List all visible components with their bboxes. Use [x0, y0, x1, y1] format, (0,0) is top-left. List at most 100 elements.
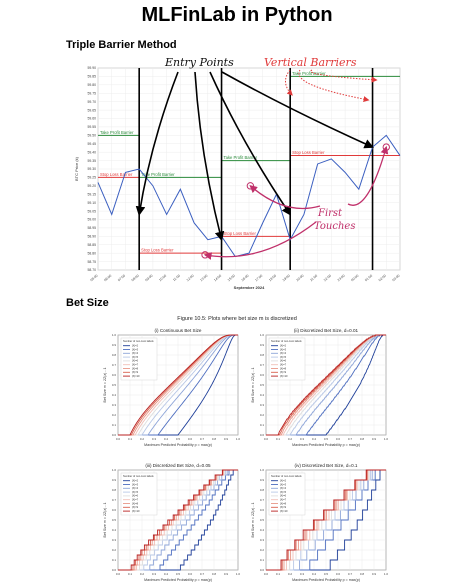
bet-y-tick-label: 0.3 — [260, 538, 265, 542]
bet-x-tick-label: 0.6 — [336, 437, 341, 441]
bet-x-axis-label: Maximum Predicted Probability p = max(p) — [144, 443, 212, 447]
bet-legend-entry: |X|=2 — [132, 479, 139, 483]
y-tick-label: 59.20 — [88, 184, 97, 188]
bet-legend-entry: |X|=8 — [132, 366, 139, 370]
bet-legend-entry: |X|=4 — [280, 486, 287, 490]
first-touches-note-line-1: First — [317, 208, 343, 219]
bet-x-tick-label: 0.4 — [164, 572, 169, 576]
bet-x-tick-label: 0.8 — [360, 437, 365, 441]
bet-legend-entry: |X|=5 — [280, 490, 287, 494]
bet-y-tick-label: 0.8 — [260, 488, 265, 492]
y-tick-label: 58.80 — [88, 251, 97, 255]
bet-x-tick-label: 0.7 — [348, 437, 353, 441]
x-tick-label: 05:00 — [90, 274, 99, 283]
bet-y-tick-label: 0.4 — [112, 528, 117, 532]
y-tick-label: 59.65 — [88, 108, 97, 112]
x-tick-label: 22:00 — [323, 274, 332, 283]
bet-size-curve — [266, 469, 386, 571]
y-tick-label: 58.85 — [88, 243, 97, 247]
bet-y-tick-label: 0.6 — [260, 508, 265, 512]
bet-y-tick-label: 0.1 — [260, 558, 265, 562]
bet-x-tick-label: 0.1 — [276, 572, 281, 576]
y-tick-label: 59.80 — [88, 83, 97, 87]
bet-legend-entry: |X|=3 — [132, 482, 139, 486]
bet-size-curve — [266, 334, 386, 436]
first-touch-arrow — [249, 184, 321, 210]
bet-y-tick-label: 0.9 — [260, 343, 265, 347]
bet-x-tick-label: 0.4 — [312, 572, 317, 576]
stop-loss-barrier-label: Stop Loss Barrier — [292, 150, 325, 155]
bet-legend-entry: |X|=3 — [132, 347, 139, 351]
bet-legend-box — [268, 472, 306, 516]
y-tick-label: 59.15 — [88, 192, 97, 196]
bet-x-tick-label: 1.0 — [236, 572, 241, 576]
x-tick-label: 11:00 — [172, 274, 181, 282]
bet-x-tick-label: 0.4 — [164, 437, 169, 441]
bet-legend-box — [120, 472, 158, 516]
x-tick-label: 23:00 — [337, 274, 346, 283]
bet-legend-entry: |X|=10 — [280, 374, 288, 378]
x-tick-label: 16:00 — [241, 274, 250, 283]
bet-y-tick-label: 0.4 — [112, 393, 117, 397]
y-tick-label: 59.70 — [88, 100, 97, 104]
bet-x-tick-label: 0.8 — [212, 572, 217, 576]
bet-panel-title: (ii) Discretized Bet Size, d=0.01 — [294, 328, 359, 333]
bet-size-curve — [118, 334, 238, 436]
bet-y-tick-label: 0.1 — [260, 423, 265, 427]
bet-x-tick-label: 0.1 — [128, 572, 133, 576]
bet-x-tick-label: 0.3 — [152, 572, 157, 576]
bet-x-tick-label: 0.4 — [312, 437, 317, 441]
bet-x-axis-label: Maximum Predicted Probability p = max(p) — [292, 578, 360, 582]
bet-y-tick-label: 0.5 — [112, 383, 117, 387]
y-tick-label: 59.60 — [88, 117, 97, 121]
bet-y-tick-label: 0.6 — [112, 373, 117, 377]
bet-y-tick-label: 1.0 — [112, 333, 117, 337]
bet-y-tick-label: 0.9 — [260, 478, 265, 482]
bet-y-tick-label: 0.3 — [112, 403, 117, 407]
x-tick-label: 15:00 — [227, 274, 236, 283]
bet-x-axis-label: Maximum Predicted Probability p = max(p) — [292, 443, 360, 447]
bet-y-tick-label: 0.2 — [112, 413, 117, 417]
bet-legend-entry: |X|=5 — [132, 490, 139, 494]
bet-y-tick-label: 0.0 — [112, 568, 117, 572]
bet-y-tick-label: 0.0 — [260, 433, 265, 437]
bet-x-tick-label: 0.0 — [116, 572, 121, 576]
entry-point-arrow — [135, 71, 179, 217]
bet-x-tick-label: 0.7 — [200, 437, 205, 441]
y-tick-label: 58.75 — [88, 260, 97, 264]
x-tick-label: 10:00 — [158, 274, 167, 283]
y-tick-label: 58.95 — [88, 226, 97, 230]
bet-x-tick-label: 0.8 — [360, 572, 365, 576]
bet-y-tick-label: 1.0 — [112, 468, 117, 472]
bet-x-tick-label: 0.9 — [224, 572, 229, 576]
bet-x-tick-label: 1.0 — [236, 437, 241, 441]
x-tick-label: 14:00 — [213, 274, 222, 283]
bet-legend-entry: |X|=8 — [280, 366, 287, 370]
bet-size-curve — [118, 469, 238, 571]
first-touch-arrow — [347, 145, 389, 206]
bet-y-tick-label: 0.2 — [260, 413, 265, 417]
bet-legend-entry: |X|=2 — [280, 344, 287, 348]
stop-loss-barrier-label: Stop Loss Barrier — [224, 231, 257, 236]
bet-y-tick-label: 0.7 — [112, 363, 117, 367]
bet-y-tick-label: 0.0 — [260, 568, 265, 572]
bet-y-tick-label: 0.5 — [260, 383, 265, 387]
entry-point-arrow — [209, 71, 292, 216]
bet-legend-entry: |X|=10 — [280, 509, 288, 513]
x-tick-label: 01:00 — [364, 274, 373, 283]
bet-x-tick-label: 0.5 — [176, 572, 181, 576]
bet-x-tick-label: 0.2 — [140, 572, 145, 576]
bet-legend-entry: |X|=6 — [132, 494, 139, 498]
bet-x-tick-label: 0.3 — [152, 437, 157, 441]
x-tick-label: 09:00 — [144, 274, 153, 283]
vertical-barrier-arrow — [310, 69, 378, 83]
x-tick-label: 07:00 — [117, 274, 126, 283]
bet-legend-entry: |X|=3 — [280, 347, 287, 351]
vertical-barriers-note: Vertical Barriers — [264, 56, 357, 69]
vertical-barrier-arrow — [298, 69, 370, 103]
bet-y-tick-label: 0.7 — [112, 498, 117, 502]
bet-legend-entry: |X|=8 — [132, 501, 139, 505]
bet-figure-title: Figure 10.5: Plots where bet size m is d… — [177, 316, 297, 322]
bet-x-tick-label: 0.6 — [188, 572, 193, 576]
bet-y-tick-label: 0.8 — [260, 353, 265, 357]
